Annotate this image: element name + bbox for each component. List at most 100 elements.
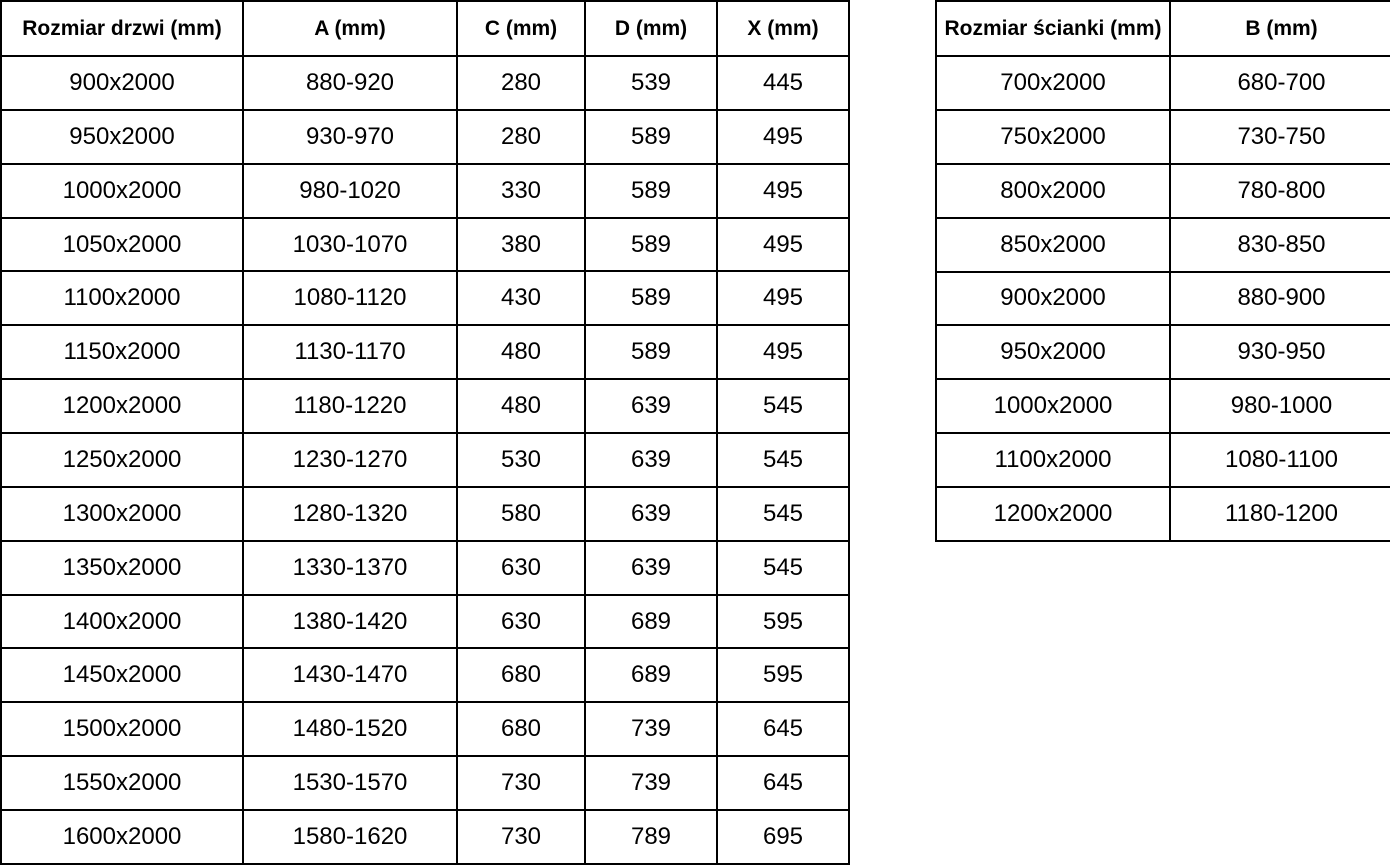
table-cell: 780-800 [1169, 162, 1390, 219]
table-cell: 639 [584, 378, 718, 435]
table-cell: 750x2000 [935, 108, 1171, 165]
table-row: 1250x2000 1230-1270 530 639 545 [0, 432, 850, 488]
table-cell: 330 [456, 162, 586, 219]
door-size-table-body: 900x2000 880-920 280 539 445 950x2000 930-970 2… [0, 55, 850, 865]
table-cell: 630 [456, 539, 586, 596]
table-cell: 730-750 [1169, 108, 1390, 165]
table-cell: 1180-1220 [242, 378, 458, 435]
table-cell: 1200x2000 [935, 486, 1171, 542]
table-cell: 1350x2000 [0, 539, 244, 596]
table-row: 1300x2000 1280-1320 580 639 545 [0, 485, 850, 542]
table-cell: 1230-1270 [242, 432, 458, 488]
table-row: 1100x2000 1080-1100 [935, 432, 1390, 488]
table-cell: 1400x2000 [0, 593, 244, 650]
table-cell: 730 [456, 755, 586, 812]
table-cell: 1100x2000 [0, 270, 244, 327]
table-cell: 1280-1320 [242, 485, 458, 542]
table-cell: 695 [716, 809, 850, 865]
column-header: A (mm) [242, 0, 458, 57]
table-cell: 789 [584, 809, 718, 865]
column-header: C (mm) [456, 0, 586, 57]
table-cell: 880-920 [242, 55, 458, 111]
table-row: 1150x2000 1130-1170 480 589 495 [0, 324, 850, 381]
door-size-table-header: Rozmiar drzwi (mm) A (mm) C (mm) D (mm) X (m… [0, 0, 850, 57]
table-cell: 495 [716, 270, 850, 327]
table-row: 1350x2000 1330-1370 630 639 545 [0, 539, 850, 596]
table-cell: 1000x2000 [0, 162, 244, 219]
table-cell: 495 [716, 108, 850, 165]
table-row: 1100x2000 1080-1120 430 589 495 [0, 270, 850, 327]
table-row: 1000x2000 980-1000 [935, 378, 1390, 435]
table-cell: 539 [584, 55, 718, 111]
table-cell: 495 [716, 162, 850, 219]
table-cell: 950x2000 [0, 108, 244, 165]
table-cell: 545 [716, 378, 850, 435]
table-cell: 1000x2000 [935, 378, 1171, 435]
wall-size-table-header: Rozmiar ścianki (mm) B (mm) [935, 0, 1390, 57]
table-row: 1450x2000 1430-1470 680 689 595 [0, 647, 850, 704]
table-cell: 595 [716, 593, 850, 650]
table-cell: 545 [716, 432, 850, 488]
table-cell: 1380-1420 [242, 593, 458, 650]
table-cell: 689 [584, 647, 718, 704]
table-cell: 589 [584, 216, 718, 273]
table-cell: 1030-1070 [242, 216, 458, 273]
table-cell: 1050x2000 [0, 216, 244, 273]
table-cell: 589 [584, 162, 718, 219]
table-cell: 1300x2000 [0, 485, 244, 542]
table-row: 750x2000 730-750 [935, 108, 1390, 165]
table-row: 1550x2000 1530-1570 730 739 645 [0, 755, 850, 812]
table-cell: 630 [456, 593, 586, 650]
table-cell: 595 [716, 647, 850, 704]
table-cell: 495 [716, 324, 850, 381]
wall-size-table: Rozmiar ścianki (mm) B (mm) 700x2000 680-7… [935, 0, 1390, 542]
table-cell: 430 [456, 270, 586, 327]
table-cell: 639 [584, 432, 718, 488]
table-cell: 589 [584, 270, 718, 327]
table-cell: 1200x2000 [0, 378, 244, 435]
table-cell: 445 [716, 55, 850, 111]
table-row: 1200x2000 1180-1200 [935, 486, 1390, 542]
wall-size-table-body: 700x2000 680-700 750x2000 730-750 800x2000 78… [935, 55, 1390, 542]
table-row: 900x2000 880-900 [935, 270, 1390, 327]
header-row: Rozmiar ścianki (mm) B (mm) [935, 0, 1390, 57]
column-header: D (mm) [584, 0, 718, 57]
table-cell: 900x2000 [0, 55, 244, 111]
table-cell: 930-970 [242, 108, 458, 165]
table-cell: 980-1000 [1169, 378, 1390, 435]
table-cell: 800x2000 [935, 162, 1171, 219]
table-cell: 645 [716, 755, 850, 812]
table-cell: 1330-1370 [242, 539, 458, 596]
table-cell: 589 [584, 108, 718, 165]
table-cell: 480 [456, 324, 586, 381]
table-cell: 530 [456, 432, 586, 488]
table-cell: 1080-1100 [1169, 432, 1390, 488]
table-cell: 380 [456, 216, 586, 273]
table-cell: 689 [584, 593, 718, 650]
table-row: 1050x2000 1030-1070 380 589 495 [0, 216, 850, 273]
table-cell: 480 [456, 378, 586, 435]
table-cell: 1450x2000 [0, 647, 244, 704]
table-cell: 280 [456, 108, 586, 165]
table-cell: 495 [716, 216, 850, 273]
table-cell: 645 [716, 701, 850, 758]
table-row: 1000x2000 980-1020 330 589 495 [0, 162, 850, 219]
table-row: 850x2000 830-850 [935, 216, 1390, 273]
table-cell: 1180-1200 [1169, 486, 1390, 542]
table-cell: 1550x2000 [0, 755, 244, 812]
table-cell: 739 [584, 755, 718, 812]
table-cell: 700x2000 [935, 55, 1171, 111]
table-cell: 830-850 [1169, 216, 1390, 273]
table-cell: 545 [716, 539, 850, 596]
table-cell: 1500x2000 [0, 701, 244, 758]
table-cell: 1430-1470 [242, 647, 458, 704]
table-cell: 730 [456, 809, 586, 865]
column-header: B (mm) [1169, 0, 1390, 57]
table-cell: 639 [584, 539, 718, 596]
table-cell: 930-950 [1169, 324, 1390, 381]
table-cell: 589 [584, 324, 718, 381]
table-cell: 580 [456, 485, 586, 542]
table-cell: 1580-1620 [242, 809, 458, 865]
table-cell: 680 [456, 701, 586, 758]
